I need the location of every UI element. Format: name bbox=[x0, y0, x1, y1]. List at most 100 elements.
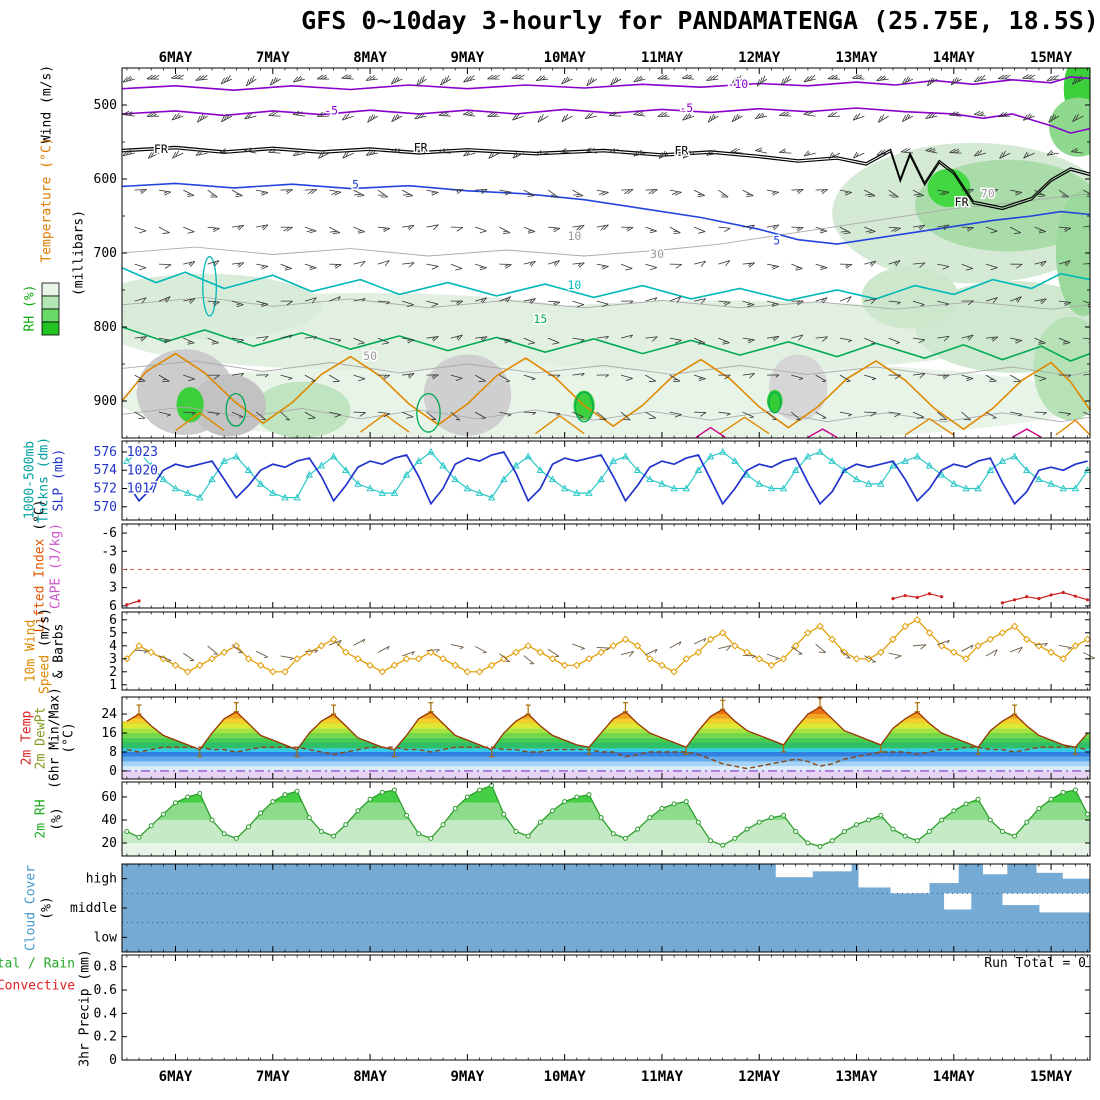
precip-axis-label-text: 3hr Precip (mm) bbox=[77, 949, 93, 1067]
svg-text:50: 50 bbox=[363, 349, 377, 363]
cloud-axis-unit: (%) bbox=[39, 896, 55, 920]
svg-text:10: 10 bbox=[567, 229, 581, 243]
upper-wind-barbs bbox=[122, 74, 1090, 421]
svg-text:-5: -5 bbox=[324, 103, 338, 117]
panel-precip: 0.8 0.6 0.4 0.2 0 Run Total = 0 bbox=[94, 954, 1091, 1068]
lifted-index-axis-label-text: (°C) bbox=[32, 499, 48, 531]
wind10m-axis-label-2: Speed (m/s) bbox=[37, 607, 53, 694]
svg-text:6: 6 bbox=[109, 599, 117, 614]
precip-legend-convective: Convective bbox=[0, 980, 75, 993]
svg-text:14MAY: 14MAY bbox=[933, 50, 976, 66]
panel-slp-thickness: 576 574 572 570 1023 1020 1017 bbox=[94, 440, 1092, 521]
svg-text:8: 8 bbox=[109, 745, 117, 760]
temp2m-axis-label-3: (6hr Min/Max) bbox=[47, 687, 63, 789]
cloud-axis-label-text: Cloud Cover bbox=[23, 864, 39, 952]
surface-wind-barbs bbox=[134, 637, 1096, 665]
temp2m-axis-label-1-text: 2m Temp bbox=[19, 710, 35, 766]
svg-text:15: 15 bbox=[533, 312, 547, 326]
svg-text:16: 16 bbox=[101, 726, 117, 741]
svg-text:1017: 1017 bbox=[127, 482, 158, 497]
svg-text:12MAY: 12MAY bbox=[738, 1069, 781, 1085]
svg-text:13MAY: 13MAY bbox=[835, 1069, 878, 1085]
svg-text:9MAY: 9MAY bbox=[451, 1069, 485, 1085]
panel-rh2m: 60 40 20 bbox=[101, 781, 1091, 857]
svg-text:-10: -10 bbox=[727, 77, 748, 91]
svg-text:0.2: 0.2 bbox=[94, 1030, 117, 1045]
wind10m-axis-label-1-text: 10m Wind bbox=[23, 619, 39, 683]
cape-axis-label-text: CAPE (J/kg) bbox=[48, 522, 64, 610]
svg-text:4: 4 bbox=[109, 639, 117, 654]
millibars-axis-label-text: (millibars) bbox=[71, 209, 87, 297]
svg-text:60: 60 bbox=[101, 790, 117, 805]
wind10m-axis-label-3-text: & Barbs bbox=[51, 623, 67, 679]
slp-axis-label: SLP (mb) bbox=[52, 449, 67, 512]
precip-legend-convective-text: Convective bbox=[0, 978, 76, 994]
svg-text:6MAY: 6MAY bbox=[159, 1069, 193, 1085]
svg-text:15MAY: 15MAY bbox=[1030, 1069, 1073, 1085]
svg-text:0.8: 0.8 bbox=[94, 960, 117, 975]
millibars-axis-label: (millibars) bbox=[71, 209, 87, 297]
svg-text:70: 70 bbox=[981, 186, 995, 200]
svg-text:middle: middle bbox=[70, 901, 117, 916]
slp-line bbox=[126, 451, 1088, 506]
svg-text:FR: FR bbox=[154, 142, 168, 156]
svg-text:572: 572 bbox=[94, 481, 117, 496]
svg-text:high: high bbox=[86, 872, 117, 887]
svg-text:FR: FR bbox=[674, 143, 688, 157]
svg-text:600: 600 bbox=[94, 172, 117, 187]
svg-text:5: 5 bbox=[773, 234, 780, 248]
svg-text:5: 5 bbox=[352, 177, 359, 191]
wind-axis-label-text: Wind (m/s) bbox=[39, 64, 55, 144]
svg-text:20: 20 bbox=[101, 836, 117, 851]
svg-text:0.4: 0.4 bbox=[94, 1006, 118, 1021]
precip-legend-total: Total / Rain bbox=[0, 958, 75, 971]
svg-text:570: 570 bbox=[94, 500, 117, 515]
svg-text:7MAY: 7MAY bbox=[256, 1069, 290, 1085]
panel-stability: -6 -3 0 3 6 bbox=[101, 523, 1091, 614]
svg-text:0: 0 bbox=[109, 562, 117, 577]
svg-text:10MAY: 10MAY bbox=[544, 50, 587, 66]
svg-text:9MAY: 9MAY bbox=[451, 50, 485, 66]
wind10m-axis-label-1: 10m Wind bbox=[23, 619, 39, 683]
svg-text:24: 24 bbox=[101, 707, 117, 722]
temp2m-axis-label-4-text: (°C) bbox=[61, 722, 77, 754]
svg-text:-6: -6 bbox=[101, 526, 117, 541]
svg-text:0: 0 bbox=[109, 764, 117, 779]
rh-colorbar bbox=[41, 282, 60, 336]
cloud-axis-label: Cloud Cover bbox=[23, 864, 39, 952]
svg-text:12MAY: 12MAY bbox=[738, 50, 781, 66]
svg-text:1023: 1023 bbox=[127, 445, 158, 460]
rh-axis-label: RH (%) bbox=[22, 284, 38, 332]
svg-text:5: 5 bbox=[109, 626, 117, 641]
rh-axis-label-text: RH (%) bbox=[22, 284, 38, 332]
wind10m-axis-label-2-text: (m/s) bbox=[37, 607, 53, 655]
cape-axis-label: CAPE (J/kg) bbox=[48, 522, 64, 610]
temp-line bbox=[126, 706, 1089, 751]
date-axis-labels: 6MAY 6MAY 7MAY 7MAY 8MAY 8MAY 9MAY 9MAY 10MAY 10M… bbox=[159, 50, 1073, 1085]
svg-text:30: 30 bbox=[650, 247, 664, 261]
panel-cloud-cover: high middle low bbox=[70, 863, 1091, 953]
svg-text:6MAY: 6MAY bbox=[159, 50, 193, 66]
svg-text:700: 700 bbox=[94, 246, 117, 261]
svg-text:7MAY: 7MAY bbox=[256, 50, 290, 66]
svg-text:6: 6 bbox=[109, 613, 117, 628]
rh2m-axis-label-text: 2m RH bbox=[33, 799, 49, 839]
temp2m-axis-label-2-text: 2m DewPt bbox=[33, 706, 49, 770]
svg-text:low: low bbox=[94, 930, 118, 945]
cloud-axis-unit-text: (%) bbox=[39, 896, 55, 920]
svg-text:900: 900 bbox=[94, 394, 117, 409]
svg-text:0: 0 bbox=[109, 1053, 117, 1068]
dewpoint-line bbox=[126, 746, 1088, 770]
panel-cross-section: -10 -5 -5 FR FR FR FR 5 5 10 15 10 30 50 70 500 600 700 80… bbox=[94, 67, 1091, 439]
temp2m-axis-label-2: 2m DewPt bbox=[33, 706, 49, 770]
rh2m-axis-unit: (%) bbox=[50, 807, 65, 830]
svg-text:10MAY: 10MAY bbox=[544, 1069, 587, 1085]
svg-text:-5: -5 bbox=[679, 101, 693, 115]
svg-text:1020: 1020 bbox=[127, 463, 158, 478]
temp2m-axis-label-3-text: (6hr Min/Max) bbox=[47, 687, 63, 789]
svg-text:8MAY: 8MAY bbox=[353, 1069, 387, 1085]
svg-text:11MAY: 11MAY bbox=[641, 1069, 684, 1085]
svg-text:3: 3 bbox=[109, 581, 117, 596]
